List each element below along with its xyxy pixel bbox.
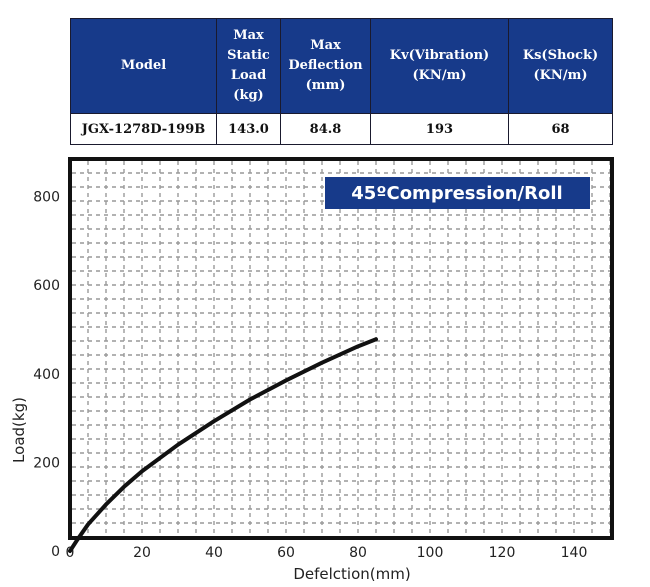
y-axis-label: Load(kg) <box>10 397 28 463</box>
x-tick-label: 0 <box>66 545 75 561</box>
header-max-deflection: Max Deflection (mm) <box>280 18 371 114</box>
x-tick-label: 20 <box>133 545 151 561</box>
x-tick-label: 40 <box>205 545 223 561</box>
plot-frame <box>68 157 614 540</box>
cell-max-deflection: 84.8 <box>280 113 371 145</box>
cell-max-static-load: 143.0 <box>216 113 281 145</box>
table-row: JGX-1278D-199B 143.0 84.8 193 68 <box>70 113 613 145</box>
spec-table-header-row: Model Max Static Load (kg) Max Deflectio… <box>70 18 613 114</box>
x-tick-label: 80 <box>349 545 367 561</box>
series-line <box>68 337 378 553</box>
spec-table: Model Max Static Load (kg) Max Deflectio… <box>70 18 613 145</box>
y-tick-label: 800 <box>33 190 60 206</box>
y-tick-label: 600 <box>33 278 60 294</box>
chart-title: 45ºCompression/Roll <box>351 183 562 204</box>
y-tick-label: 400 <box>33 367 60 383</box>
x-tick-label: 140 <box>561 545 588 561</box>
cell-ks: 68 <box>508 113 613 145</box>
x-tick-label: 60 <box>277 545 295 561</box>
header-model: Model <box>70 18 217 114</box>
cell-kv: 193 <box>370 113 509 145</box>
y-tick-label: 200 <box>33 455 60 471</box>
chart-title-box <box>325 177 590 209</box>
x-axis-label: Defelction(mm) <box>293 565 410 583</box>
header-ks-shock: Ks(Shock) (KN/m) <box>508 18 613 114</box>
x-tick-label: 120 <box>489 545 516 561</box>
y-tick-label: 0 <box>51 544 60 560</box>
x-tick-label: 100 <box>417 545 444 561</box>
